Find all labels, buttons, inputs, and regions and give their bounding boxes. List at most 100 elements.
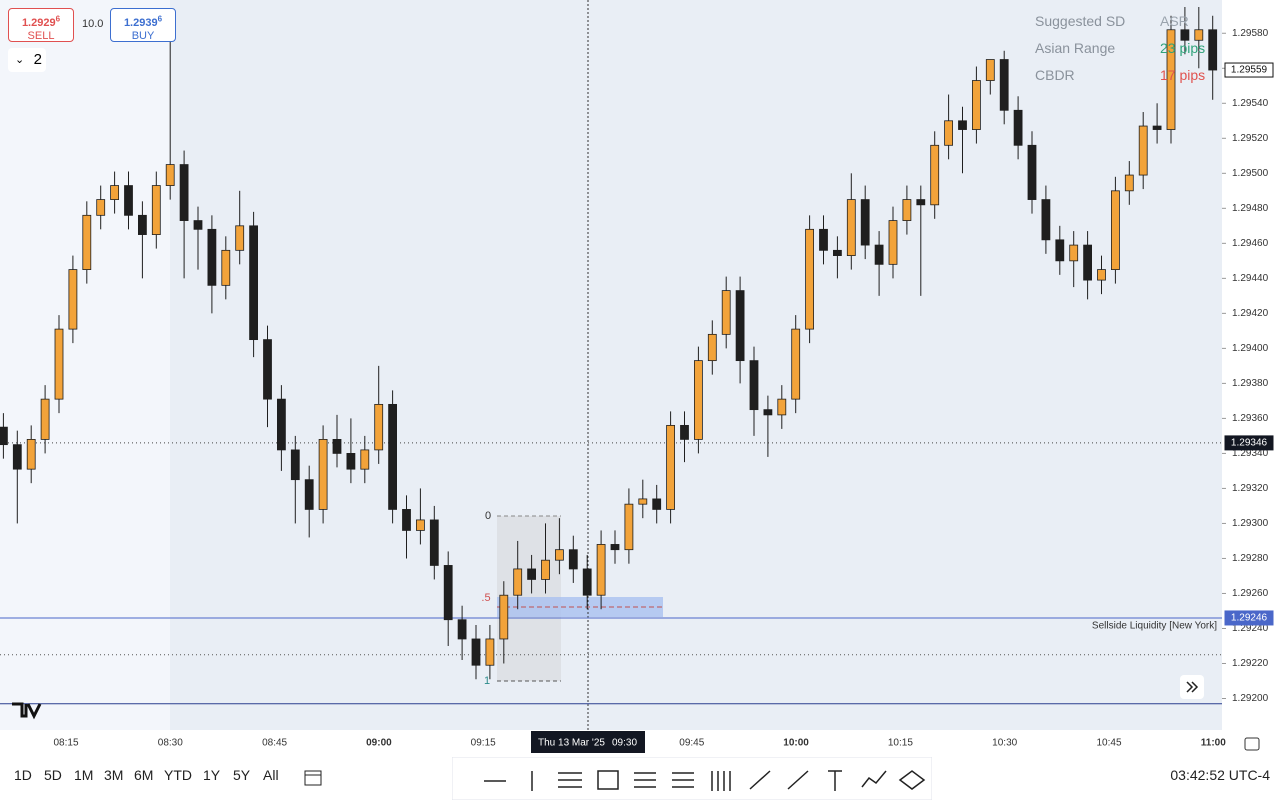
candle-body bbox=[874, 244, 884, 265]
candle-body bbox=[415, 519, 425, 531]
x-tick-label: 08:30 bbox=[158, 738, 183, 749]
toolbar: 1D 5D 1M 3M 6M YTD 1Y 5Y All 03:42:52 UTC-4 bbox=[0, 757, 1280, 800]
tool-shape[interactable] bbox=[898, 770, 926, 790]
tool-text[interactable] bbox=[828, 770, 842, 791]
candle-body bbox=[40, 398, 50, 440]
y-tick-label: 1.29220 bbox=[1232, 658, 1269, 669]
candle-body bbox=[777, 398, 787, 416]
sell-price: 1.2929 bbox=[21, 16, 56, 29]
range-button[interactable]: 1M bbox=[74, 767, 94, 783]
candle-body bbox=[429, 519, 439, 566]
range-button[interactable]: YTD bbox=[164, 767, 192, 783]
candle-body bbox=[346, 453, 356, 470]
fib-label: 0 bbox=[485, 510, 491, 522]
candle-body bbox=[721, 290, 731, 335]
tool-fib[interactable] bbox=[634, 772, 656, 788]
settings-icon[interactable] bbox=[1244, 737, 1260, 751]
price-marker bbox=[1224, 62, 1274, 78]
candle-body bbox=[1180, 29, 1190, 41]
candle-body bbox=[402, 509, 411, 531]
range-button[interactable]: 6M bbox=[134, 767, 154, 783]
candle-body bbox=[82, 214, 92, 270]
sell-button[interactable]: 1.29296 SELL bbox=[8, 8, 74, 42]
candle-body bbox=[374, 403, 384, 451]
candle-body bbox=[165, 164, 175, 186]
tool-levels[interactable] bbox=[672, 772, 694, 788]
range-button[interactable]: 1Y bbox=[203, 767, 221, 783]
candle-body bbox=[596, 544, 606, 596]
y-tick-label: 1.29280 bbox=[1232, 553, 1269, 564]
x-tick-label: 08:15 bbox=[53, 738, 78, 749]
candle-body bbox=[1166, 29, 1176, 130]
candle-body bbox=[610, 544, 620, 551]
tool-rect[interactable] bbox=[597, 770, 619, 790]
candle-body bbox=[819, 228, 828, 251]
candle-body bbox=[124, 185, 133, 216]
crosshair-time: 09:30 bbox=[612, 738, 637, 749]
tool-channel[interactable] bbox=[558, 772, 582, 788]
candle-body bbox=[680, 424, 689, 440]
range-button[interactable]: All bbox=[263, 767, 279, 783]
candle-body bbox=[555, 549, 564, 561]
tool-ranges[interactable] bbox=[711, 771, 731, 791]
tool-arrow[interactable] bbox=[787, 770, 809, 790]
fib-label: 1 bbox=[484, 675, 490, 687]
drawing-tools bbox=[452, 757, 932, 800]
range-button[interactable]: 3M bbox=[104, 767, 124, 783]
candle-body bbox=[930, 144, 940, 206]
fib-label: .5 bbox=[481, 592, 490, 604]
candle-body bbox=[1138, 125, 1148, 176]
buy-label: BUY bbox=[131, 29, 155, 42]
candle-body bbox=[916, 199, 926, 206]
candle-body bbox=[471, 638, 481, 666]
candle-body bbox=[749, 360, 759, 411]
candle-body bbox=[1124, 174, 1134, 192]
candle-body bbox=[110, 185, 119, 200]
candle-body bbox=[1208, 29, 1218, 71]
y-tick-label: 1.29480 bbox=[1232, 203, 1269, 214]
y-tick-label: 1.29580 bbox=[1232, 28, 1269, 39]
candle-body bbox=[304, 479, 314, 510]
candle-body bbox=[541, 559, 550, 580]
indicator-toggle[interactable]: ⌄ 2 bbox=[8, 48, 46, 72]
candle-body bbox=[1083, 244, 1092, 281]
candle-body bbox=[972, 80, 981, 130]
price-marker bbox=[1224, 610, 1274, 626]
range-button[interactable]: 5D bbox=[44, 767, 62, 783]
range-button[interactable]: 1D bbox=[14, 767, 32, 783]
candle-body bbox=[1027, 144, 1037, 200]
candle-body bbox=[652, 498, 662, 510]
candle-body bbox=[1152, 125, 1162, 130]
candle-body bbox=[221, 249, 231, 286]
x-tick-label: 09:45 bbox=[679, 738, 704, 749]
candle-body bbox=[1013, 109, 1023, 146]
plot-bg bbox=[0, 0, 1222, 730]
y-tick-label: 1.29240 bbox=[1232, 623, 1269, 634]
candle-body bbox=[26, 439, 36, 470]
candle-body bbox=[513, 568, 523, 596]
x-tick-label: 10:45 bbox=[1096, 738, 1121, 749]
candle-body bbox=[582, 568, 592, 596]
candle-body bbox=[1041, 199, 1051, 241]
spread: 10.0 bbox=[82, 18, 104, 30]
candle-body bbox=[443, 565, 453, 621]
buy-button[interactable]: 1.29396 BUY bbox=[110, 8, 176, 42]
candle-body bbox=[457, 619, 467, 640]
candle-body bbox=[833, 249, 842, 256]
lines bbox=[0, 442, 1222, 705]
x-tick-label: 09:00 bbox=[366, 738, 392, 749]
y-tick-label: 1.29300 bbox=[1232, 518, 1269, 529]
candle-body bbox=[1111, 190, 1120, 270]
candle-body bbox=[846, 199, 856, 256]
tools-bg bbox=[452, 757, 932, 800]
legend-value: ASR bbox=[1160, 13, 1189, 29]
candle-body bbox=[235, 225, 245, 251]
date-range-icon[interactable] bbox=[302, 767, 324, 787]
x-tick-label: 10:15 bbox=[888, 738, 913, 749]
candle-body bbox=[179, 164, 189, 221]
tool-trend[interactable] bbox=[749, 770, 771, 790]
tool-path[interactable] bbox=[861, 770, 887, 788]
scroll-icon bbox=[1186, 681, 1199, 693]
range-button[interactable]: 5Y bbox=[233, 767, 251, 783]
